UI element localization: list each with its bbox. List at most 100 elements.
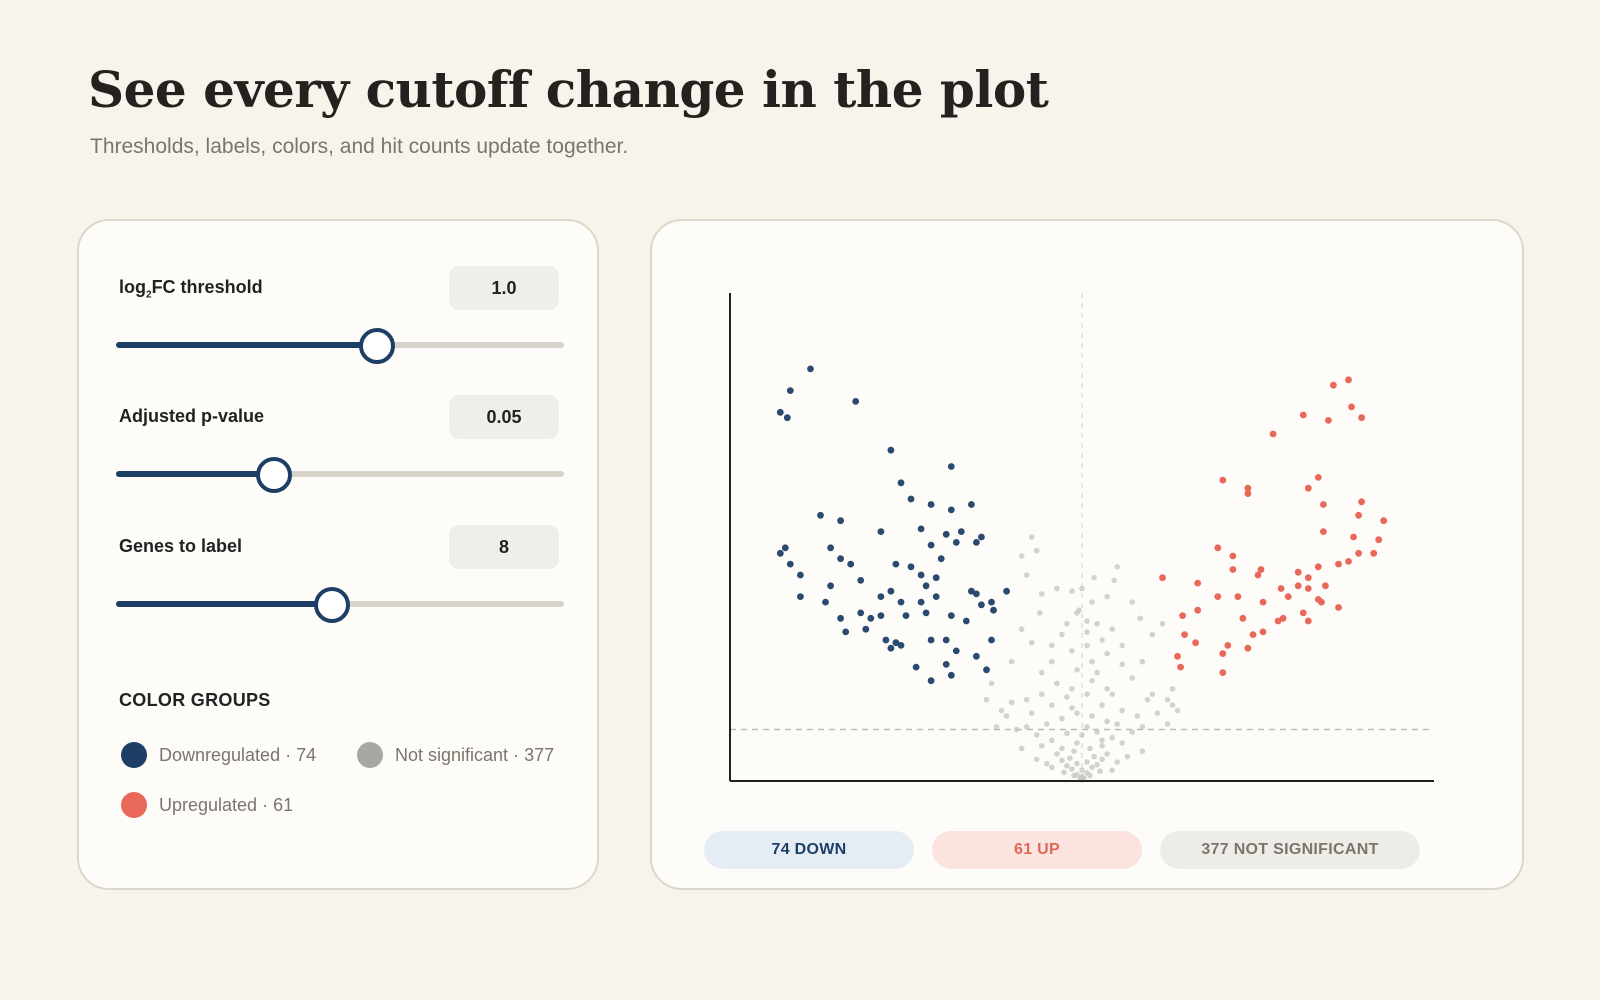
- ns-point: [1094, 621, 1100, 627]
- up-point: [1181, 631, 1188, 638]
- down-point: [867, 614, 875, 622]
- up-point: [1375, 536, 1383, 544]
- ns-point: [1159, 621, 1166, 627]
- down-point: [922, 609, 930, 617]
- up-point: [1355, 511, 1362, 519]
- ns-point: [1174, 707, 1181, 714]
- up-point: [1234, 593, 1242, 600]
- ns-point: [1074, 760, 1080, 767]
- ns-point: [1018, 626, 1025, 632]
- down-point: [827, 544, 834, 552]
- up-point: [1214, 593, 1222, 600]
- down-point: [973, 590, 980, 598]
- legend-ns-label: Not significant: [395, 744, 509, 765]
- log2fc-slider-thumb[interactable]: [358, 328, 395, 364]
- ns-point: [1044, 721, 1050, 727]
- ns-point: [1049, 737, 1055, 744]
- up-point: [1229, 552, 1237, 560]
- ns-point: [1071, 772, 1077, 779]
- ns-point: [1059, 715, 1065, 722]
- ns-point: [1069, 766, 1075, 772]
- ns-point: [1028, 710, 1035, 716]
- ns-point: [1129, 729, 1136, 735]
- up-point: [1350, 533, 1357, 541]
- ns-point: [1013, 726, 1020, 733]
- down-point: [837, 517, 844, 525]
- up-point: [1177, 663, 1184, 671]
- ns-point: [1104, 650, 1110, 657]
- down-point: [842, 628, 850, 636]
- genes-to-label-slider[interactable]: [116, 587, 564, 623]
- up-point: [1304, 585, 1312, 592]
- genes-slider-thumb[interactable]: [314, 587, 351, 623]
- down-point: [902, 612, 910, 619]
- ns-point: [1099, 702, 1105, 708]
- ns-point: [1008, 699, 1015, 706]
- down-point: [817, 511, 824, 519]
- ns-point: [1094, 669, 1100, 676]
- down-point: [952, 539, 960, 546]
- pvalue-slider-thumb[interactable]: [255, 457, 292, 493]
- up-point: [1259, 598, 1267, 606]
- ns-point: [1033, 547, 1040, 554]
- ns-point: [1059, 631, 1065, 638]
- down-count-pill: 74 DOWN: [704, 831, 914, 869]
- log2fc-value-input[interactable]: 1.0: [449, 266, 559, 310]
- ns-point: [1169, 702, 1176, 708]
- ns-point: [1104, 686, 1110, 692]
- ns-point: [1033, 732, 1040, 738]
- down-point: [947, 612, 955, 619]
- down-point: [797, 571, 804, 579]
- ns-point: [1169, 686, 1176, 692]
- ns-point: [1109, 734, 1115, 741]
- volcano-plot-panel: 74 DOWN 61 UP 377 NOT SIGNIFICANT: [650, 219, 1524, 890]
- up-point: [1192, 639, 1199, 647]
- ns-point: [1074, 740, 1080, 746]
- ns-point: [1079, 585, 1085, 592]
- ns-point: [1023, 696, 1030, 703]
- log2fc-slider[interactable]: [116, 328, 564, 364]
- ns-point: [1039, 669, 1045, 676]
- up-point: [1358, 414, 1365, 422]
- up-point: [1322, 582, 1329, 590]
- up-point: [1254, 571, 1262, 579]
- ns-point: [1119, 707, 1125, 714]
- ns-point: [1069, 588, 1075, 594]
- down-point: [857, 577, 865, 584]
- legend-up-count: 61: [273, 794, 294, 815]
- up-point: [1320, 501, 1327, 508]
- down-point: [912, 663, 920, 671]
- down-point: [952, 647, 960, 655]
- genes-to-label-value-input[interactable]: 8: [449, 525, 559, 569]
- ns-point: [1023, 572, 1030, 578]
- ns-point: [1064, 621, 1070, 627]
- ns-point: [1119, 740, 1125, 746]
- up-point: [1219, 476, 1227, 484]
- ns-point: [1064, 694, 1070, 700]
- up-count-pill: 61 UP: [932, 831, 1142, 869]
- pvalue-value-input[interactable]: 0.05: [449, 395, 559, 439]
- ns-point: [1087, 772, 1093, 779]
- ns-point: [1099, 743, 1105, 749]
- ns-point: [1094, 761, 1100, 768]
- pvalue-slider[interactable]: [116, 457, 564, 493]
- down-point: [957, 528, 965, 535]
- up-point: [1304, 484, 1312, 492]
- down-point: [973, 539, 980, 546]
- up-point: [1229, 566, 1237, 573]
- legend-up-sep: ·: [257, 794, 274, 815]
- down-point: [973, 652, 980, 660]
- ns-point: [1069, 686, 1075, 692]
- down-point: [897, 598, 905, 606]
- ns-point: [1137, 615, 1144, 622]
- legend-downregulated: Downregulated · 74: [121, 742, 316, 768]
- legend-not-significant: Not significant · 377: [357, 742, 554, 768]
- ns-point: [1008, 658, 1015, 665]
- ns-point: [1039, 743, 1045, 749]
- legend-ns-sep: ·: [508, 744, 525, 765]
- ns-point: [1139, 658, 1146, 665]
- ns-point: [1071, 748, 1077, 754]
- down-point: [781, 544, 789, 552]
- page-title: See every cutoff change in the plot: [88, 60, 1049, 119]
- down-point: [897, 479, 905, 487]
